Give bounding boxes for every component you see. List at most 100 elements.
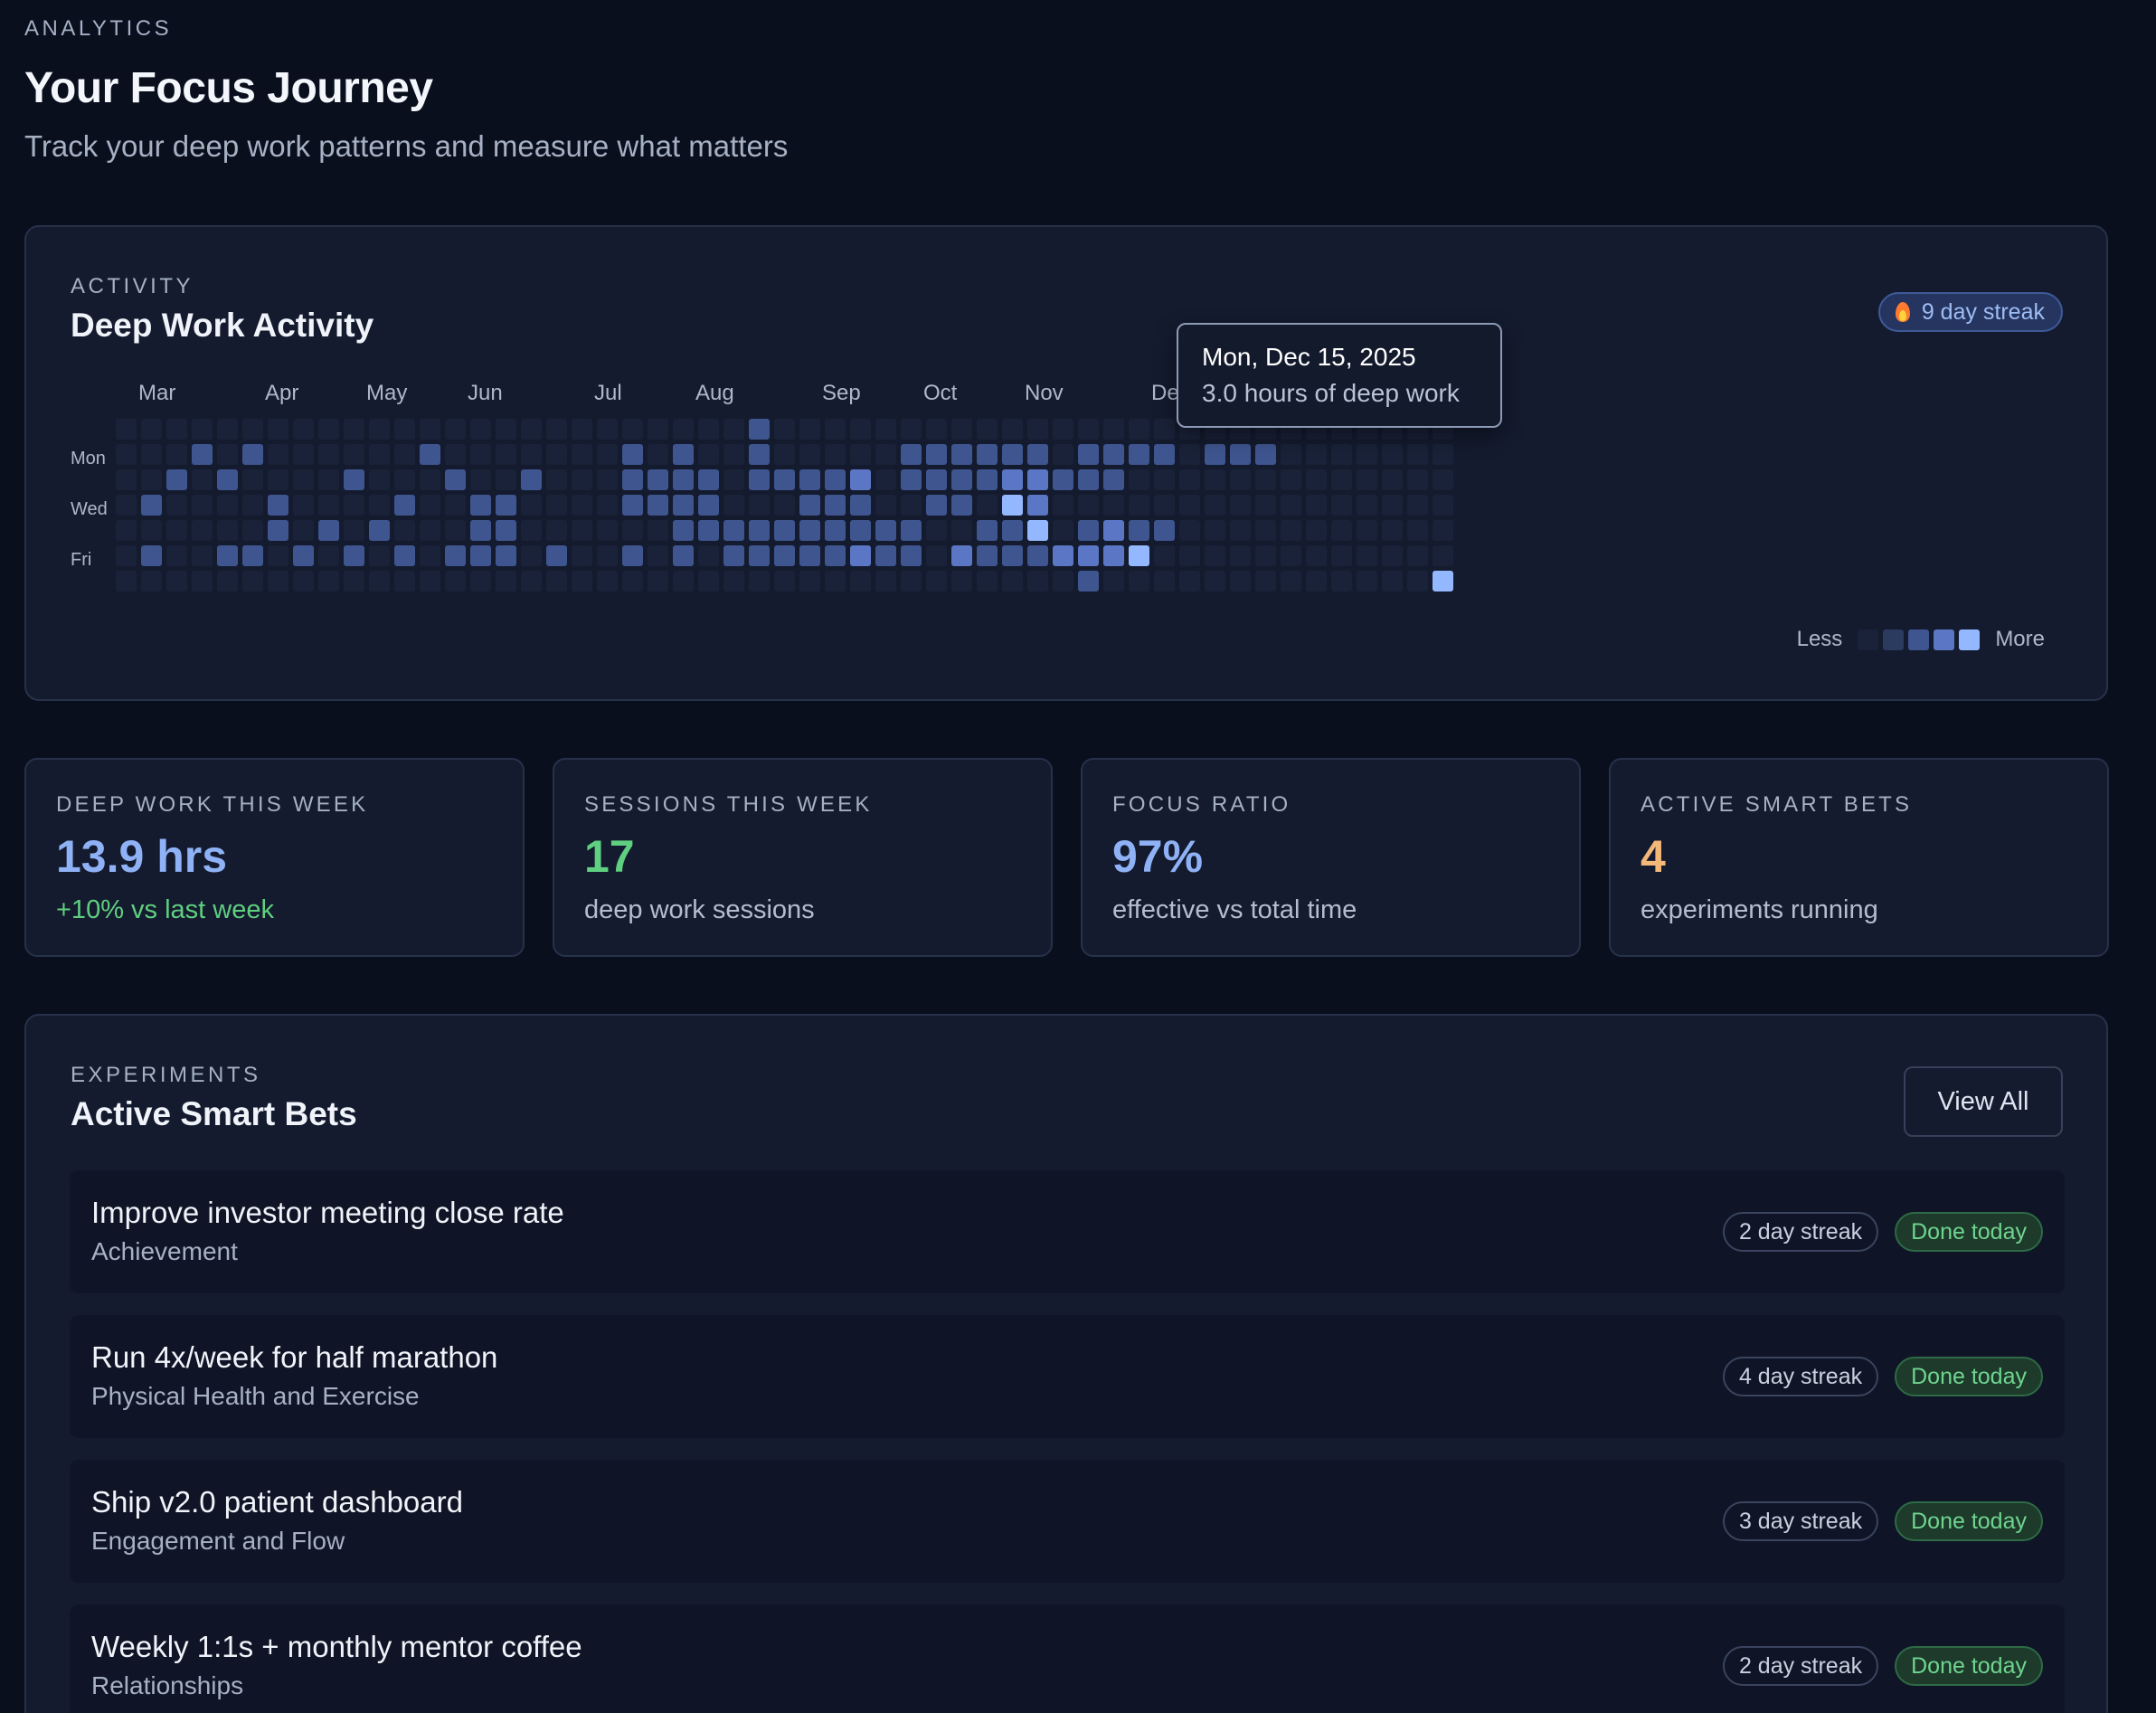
heatmap-cell[interactable] xyxy=(470,444,491,465)
heatmap-cell[interactable] xyxy=(141,520,162,541)
heatmap-cell[interactable] xyxy=(1053,444,1073,465)
heatmap-cell[interactable] xyxy=(217,469,238,490)
heatmap-cell[interactable] xyxy=(293,419,314,440)
heatmap-cell[interactable] xyxy=(926,444,947,465)
heatmap-cell[interactable] xyxy=(192,571,213,592)
heatmap-cell[interactable] xyxy=(369,419,390,440)
heatmap-cell[interactable] xyxy=(1382,444,1403,465)
heatmap-cell[interactable] xyxy=(344,495,364,516)
heatmap-cell[interactable] xyxy=(496,520,516,541)
heatmap-cell[interactable] xyxy=(242,419,263,440)
heatmap-cell[interactable] xyxy=(698,571,719,592)
heatmap-cell[interactable] xyxy=(1306,545,1327,566)
heatmap-cell[interactable] xyxy=(496,571,516,592)
heatmap-cell[interactable] xyxy=(723,419,744,440)
heatmap-cell[interactable] xyxy=(1129,571,1149,592)
heatmap-cell[interactable] xyxy=(926,545,947,566)
heatmap-cell[interactable] xyxy=(217,495,238,516)
heatmap-cell[interactable] xyxy=(470,469,491,490)
heatmap-cell[interactable] xyxy=(875,520,896,541)
heatmap-cell[interactable] xyxy=(344,520,364,541)
heatmap-cell[interactable] xyxy=(572,495,592,516)
heatmap-cell[interactable] xyxy=(1255,545,1276,566)
heatmap-cell[interactable] xyxy=(546,444,567,465)
heatmap-cell[interactable] xyxy=(597,469,618,490)
heatmap-cell[interactable] xyxy=(141,571,162,592)
heatmap-cell[interactable] xyxy=(1433,469,1453,490)
heatmap-cell[interactable] xyxy=(926,520,947,541)
heatmap-cell[interactable] xyxy=(293,469,314,490)
heatmap-cell[interactable] xyxy=(318,444,339,465)
heatmap-cell[interactable] xyxy=(242,571,263,592)
heatmap-cell[interactable] xyxy=(1027,520,1048,541)
heatmap-cell[interactable] xyxy=(977,571,998,592)
heatmap-cell[interactable] xyxy=(1053,545,1073,566)
heatmap-cell[interactable] xyxy=(268,545,288,566)
heatmap-cell[interactable] xyxy=(1103,571,1124,592)
heatmap-cell[interactable] xyxy=(1407,520,1428,541)
heatmap-cell[interactable] xyxy=(344,571,364,592)
heatmap-cell[interactable] xyxy=(951,495,972,516)
heatmap-cell[interactable] xyxy=(1331,571,1352,592)
heatmap-cell[interactable] xyxy=(116,495,137,516)
heatmap-cell[interactable] xyxy=(597,571,618,592)
heatmap-cell[interactable] xyxy=(1255,444,1276,465)
heatmap-cell[interactable] xyxy=(648,469,668,490)
heatmap-cell[interactable] xyxy=(673,545,694,566)
heatmap-cell[interactable] xyxy=(1255,571,1276,592)
heatmap-cell[interactable] xyxy=(1129,419,1149,440)
heatmap-cell[interactable] xyxy=(749,571,770,592)
heatmap-cell[interactable] xyxy=(1407,444,1428,465)
heatmap-cell[interactable] xyxy=(369,469,390,490)
heatmap-cell[interactable] xyxy=(445,520,466,541)
heatmap-cell[interactable] xyxy=(1306,444,1327,465)
heatmap-cell[interactable] xyxy=(1053,495,1073,516)
heatmap-cell[interactable] xyxy=(825,444,846,465)
heatmap-cell[interactable] xyxy=(774,571,795,592)
heatmap-cell[interactable] xyxy=(850,495,871,516)
heatmap-cell[interactable] xyxy=(1407,469,1428,490)
heatmap-cell[interactable] xyxy=(875,545,896,566)
heatmap-cell[interactable] xyxy=(217,545,238,566)
heatmap-cell[interactable] xyxy=(192,469,213,490)
heatmap-cell[interactable] xyxy=(1103,419,1124,440)
heatmap-cell[interactable] xyxy=(622,520,643,541)
heatmap-cell[interactable] xyxy=(1103,469,1124,490)
heatmap-cell[interactable] xyxy=(1281,545,1301,566)
heatmap-cell[interactable] xyxy=(825,419,846,440)
heatmap-cell[interactable] xyxy=(622,571,643,592)
heatmap-cell[interactable] xyxy=(394,495,415,516)
heatmap-cell[interactable] xyxy=(521,444,542,465)
heatmap-cell[interactable] xyxy=(141,469,162,490)
heatmap-cell[interactable] xyxy=(875,469,896,490)
heatmap-cell[interactable] xyxy=(293,444,314,465)
heatmap-cell[interactable] xyxy=(496,495,516,516)
heatmap-cell[interactable] xyxy=(1179,444,1200,465)
heatmap-cell[interactable] xyxy=(166,495,187,516)
heatmap-cell[interactable] xyxy=(648,520,668,541)
heatmap-cell[interactable] xyxy=(875,444,896,465)
heatmap-cell[interactable] xyxy=(977,469,998,490)
heatmap-cell[interactable] xyxy=(951,545,972,566)
heatmap-cell[interactable] xyxy=(1027,571,1048,592)
heatmap-cell[interactable] xyxy=(698,444,719,465)
heatmap-cell[interactable] xyxy=(318,571,339,592)
heatmap-cell[interactable] xyxy=(394,419,415,440)
heatmap-cell[interactable] xyxy=(344,469,364,490)
heatmap-cell[interactable] xyxy=(521,495,542,516)
heatmap-cell[interactable] xyxy=(572,545,592,566)
heatmap-cell[interactable] xyxy=(1078,419,1099,440)
heatmap-cell[interactable] xyxy=(1357,520,1377,541)
heatmap-cell[interactable] xyxy=(141,419,162,440)
heatmap-cell[interactable] xyxy=(318,520,339,541)
heatmap-cell[interactable] xyxy=(1103,545,1124,566)
heatmap-cell[interactable] xyxy=(572,571,592,592)
heatmap-cell[interactable] xyxy=(597,444,618,465)
heatmap-cell[interactable] xyxy=(1357,545,1377,566)
heatmap-cell[interactable] xyxy=(799,419,820,440)
heatmap-cell[interactable] xyxy=(673,571,694,592)
heatmap-cell[interactable] xyxy=(116,520,137,541)
heatmap-cell[interactable] xyxy=(622,469,643,490)
heatmap-cell[interactable] xyxy=(1027,419,1048,440)
heatmap-cell[interactable] xyxy=(825,545,846,566)
